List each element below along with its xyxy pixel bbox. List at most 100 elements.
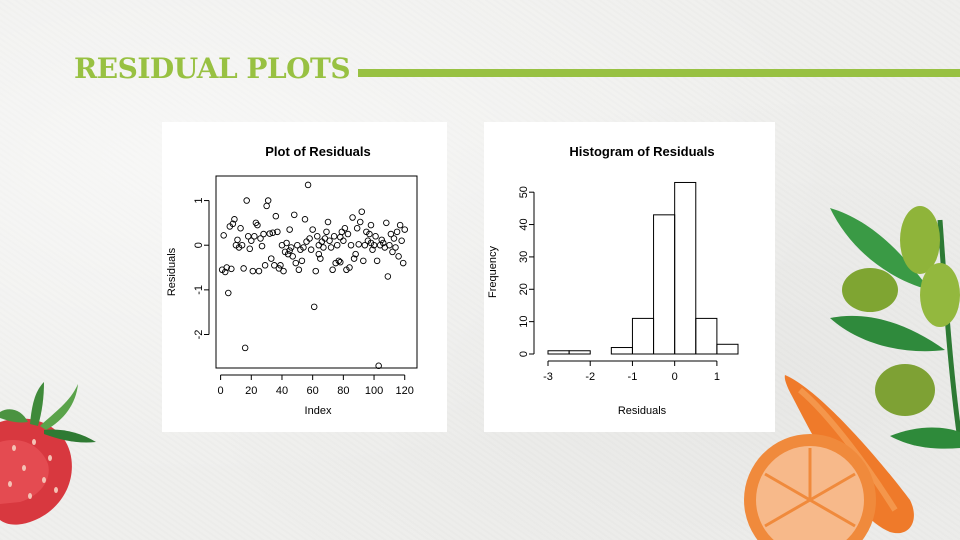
- scatter-svg: Plot of Residuals Index Residuals 0 20 40 6…: [166, 144, 418, 417]
- strawberry-illustration: [0, 382, 96, 525]
- scatter-x-tick-label: 100: [365, 385, 383, 397]
- scatter-point: [349, 214, 356, 221]
- histogram-x-tick-label: 0: [672, 371, 678, 383]
- scatter-point: [392, 244, 399, 251]
- histogram-y-tick-label: 30: [518, 251, 530, 263]
- scatter-point: [312, 267, 319, 275]
- scatter-point: [378, 236, 385, 244]
- scatter-point: [249, 267, 257, 275]
- scatter-point: [353, 224, 361, 232]
- scatter-point: [389, 248, 396, 256]
- scatter-point: [287, 244, 295, 251]
- scatter-point: [373, 257, 381, 265]
- histogram-bar: [716, 343, 739, 355]
- strawberry-seeds: [8, 439, 58, 499]
- histogram-bar: [568, 350, 591, 355]
- scatter-point: [271, 262, 278, 269]
- scatter-point: [243, 197, 250, 204]
- scatter-point: [329, 266, 336, 274]
- scatter-point: [257, 235, 264, 242]
- scatter-point: [318, 238, 326, 245]
- histogram-y-tick-label: 10: [518, 316, 530, 328]
- strawberry-leaf: [40, 384, 78, 430]
- olive-leaf: [830, 315, 945, 352]
- title-underline-bar: [358, 69, 960, 77]
- scatter-point: [260, 230, 267, 238]
- histogram-y-tick-label: 20: [518, 283, 530, 295]
- scatter-point: [360, 257, 367, 265]
- histogram-bar: [610, 347, 633, 355]
- histogram-chart-title: Histogram of Residuals: [569, 144, 714, 159]
- scatter-point: [269, 229, 277, 236]
- scatter-point: [303, 238, 310, 245]
- scatter-point: [267, 255, 275, 262]
- scatter-point: [263, 202, 270, 210]
- histogram-svg: Histogram of Residuals Residuals Frequen…: [487, 144, 739, 417]
- scatter-point: [291, 211, 298, 219]
- scatter-point: [274, 228, 281, 236]
- scatter-point: [283, 239, 290, 247]
- scatter-point: [294, 241, 301, 249]
- scatter-point: [317, 255, 324, 262]
- scatter-point: [315, 250, 323, 258]
- scatter-point: [375, 362, 382, 370]
- scatter-point: [333, 241, 341, 249]
- scatter-x-axis-label: Index: [305, 405, 332, 417]
- scatter-x-tick-label: 80: [337, 385, 349, 397]
- scatter-point: [315, 241, 323, 249]
- scatter-x-tick-label: 40: [276, 385, 288, 397]
- scatter-point: [370, 241, 378, 249]
- scatter-point: [241, 344, 249, 352]
- slide-title: RESIDUAL PLOTS: [74, 52, 351, 85]
- scatter-point: [338, 228, 346, 236]
- scatter-point: [301, 216, 309, 223]
- scatter-point: [369, 246, 376, 253]
- scatter-y-tick-label: -2: [193, 330, 205, 340]
- scatter-point: [229, 220, 237, 228]
- scatter-point: [399, 259, 407, 267]
- residual-histogram: Histogram of Residuals Residuals Frequen…: [484, 122, 775, 432]
- scatter-point: [244, 233, 252, 240]
- scatter-point: [344, 230, 352, 238]
- scatter-point: [220, 232, 227, 239]
- histogram-x-tick-label: -3: [543, 371, 553, 383]
- orange-segments: [764, 448, 856, 528]
- scatter-point: [277, 262, 284, 269]
- histogram-y-tick-label: 40: [518, 218, 530, 230]
- scatter-point: [248, 237, 255, 244]
- scatter-point: [254, 221, 261, 229]
- scatter-y-tick-label: 1: [193, 197, 205, 203]
- olive: [875, 364, 935, 416]
- scatter-point: [323, 228, 330, 236]
- scatter-point: [356, 218, 364, 226]
- scatter-point: [330, 233, 338, 240]
- scatter-y-tick-label: -1: [193, 285, 205, 295]
- scatter-point: [366, 230, 373, 238]
- scatter-x-tick-label: 20: [245, 385, 257, 397]
- olive-leaf: [890, 427, 960, 449]
- scatter-point: [251, 233, 258, 240]
- scatter-point: [266, 230, 273, 237]
- scatter-point: [395, 253, 402, 260]
- scatter-point: [228, 265, 235, 273]
- scatter-point: [234, 236, 241, 244]
- scatter-point: [340, 237, 347, 244]
- histogram-bar: [653, 214, 676, 355]
- scatter-point: [272, 212, 280, 220]
- histogram-bar: [674, 181, 697, 355]
- scatter-point: [361, 241, 369, 249]
- scatter-point: [298, 257, 306, 265]
- histogram-bar: [631, 317, 655, 355]
- scatter-point: [258, 242, 266, 250]
- scatter-point: [337, 258, 344, 266]
- histogram-bar: [547, 350, 570, 355]
- scatter-point: [347, 241, 355, 249]
- scatter-point: [306, 235, 313, 242]
- histogram-x-axis-label: Residuals: [618, 405, 667, 417]
- scatter-plot-frame: [215, 175, 418, 369]
- scatter-point: [390, 235, 398, 242]
- scatter-point: [261, 262, 269, 269]
- carrot-highlight: [798, 387, 898, 512]
- scatter-point: [387, 230, 395, 238]
- scatter-point: [384, 273, 392, 280]
